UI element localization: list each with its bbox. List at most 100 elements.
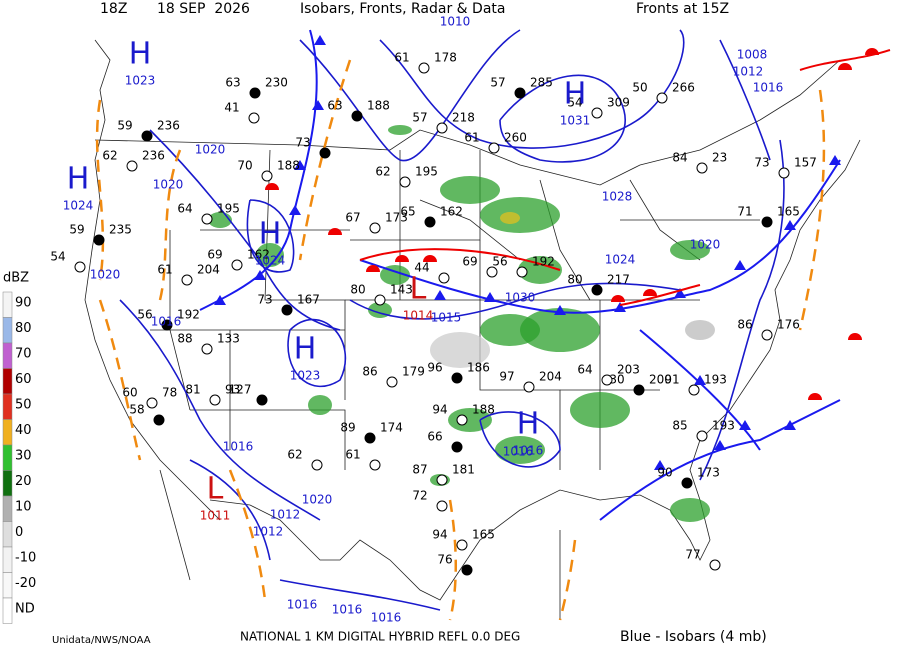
radar-echo — [480, 197, 560, 233]
station-temperature: 54 — [567, 96, 582, 110]
isobar-label: 1028 — [602, 190, 633, 204]
pressure-center-letter: H — [129, 37, 152, 72]
station-marker — [161, 319, 173, 331]
station-pressure: 188 — [277, 159, 300, 173]
isobar-label: 1015 — [431, 311, 462, 325]
station-marker — [761, 216, 773, 228]
station-marker — [486, 266, 498, 278]
station-marker — [374, 294, 386, 306]
station-marker — [656, 92, 668, 104]
warm-front-bump — [366, 265, 380, 272]
station-pressure: 195 — [217, 202, 240, 216]
station-temperature: 94 — [432, 403, 447, 417]
station-marker — [488, 142, 500, 154]
isobar-label: 1012 — [270, 508, 301, 522]
isobar — [479, 411, 561, 468]
station-temperature: 30 — [609, 373, 624, 387]
isobar-label: 1008 — [737, 48, 768, 62]
station-marker — [516, 266, 528, 278]
cold-front-barb — [784, 420, 796, 430]
footer-product: NATIONAL 1 KM DIGITAL HYBRID REFL 0.0 DE… — [240, 630, 520, 644]
scale-swatch — [2, 444, 13, 471]
station-temperature: 73 — [754, 156, 769, 170]
radar-echo — [388, 125, 412, 135]
scale-label: 20 — [15, 474, 32, 489]
station-marker — [201, 343, 213, 355]
station-marker — [633, 384, 645, 396]
station-pressure: 133 — [217, 332, 240, 346]
scale-label: 80 — [15, 321, 32, 336]
station-pressure: 204 — [539, 370, 562, 384]
scale-label: 40 — [15, 423, 32, 438]
cold-front — [199, 29, 841, 521]
station-temperature: 71 — [737, 205, 752, 219]
station-marker — [351, 110, 363, 122]
station-temperature: 63 — [327, 99, 342, 113]
station-marker — [153, 414, 165, 426]
station-pressure: 192 — [532, 255, 555, 269]
station-marker — [311, 459, 323, 471]
station-marker — [436, 500, 448, 512]
station-pressure: 179 — [402, 365, 425, 379]
isobar-label: 1012 — [253, 525, 284, 539]
station-temperature: 67 — [345, 211, 360, 225]
cold-front-barb — [614, 302, 626, 312]
cold-front-barb — [734, 260, 746, 270]
station-marker — [319, 147, 331, 159]
trough — [95, 99, 105, 281]
station-marker — [681, 477, 693, 489]
station-temperature: 89 — [340, 421, 355, 435]
station-pressure: 78 — [162, 386, 177, 400]
pressure-center-value: 1011 — [200, 509, 231, 523]
station-marker — [778, 167, 790, 179]
header-date: 18 SEP 2026 — [157, 1, 250, 17]
station-marker — [461, 564, 473, 576]
station-temperature: 97 — [499, 370, 514, 384]
state-border — [419, 199, 521, 261]
header-title: Isobars, Fronts, Radar & Data — [300, 1, 505, 17]
station-pressure: 192 — [177, 308, 200, 322]
station-temperature: 61 — [464, 131, 479, 145]
isobar-label: 1020 — [302, 493, 333, 507]
scale-label: -10 — [15, 551, 36, 566]
station-marker — [709, 559, 721, 571]
isobar-label: 1020 — [690, 238, 721, 252]
scale-swatch — [2, 546, 13, 573]
radar-echo — [480, 314, 540, 346]
station-pressure: 176 — [777, 318, 800, 332]
station-pressure: 178 — [434, 51, 457, 65]
station-pressure: 193 — [712, 419, 735, 433]
cold-front-barb — [484, 292, 496, 302]
isobar — [287, 318, 347, 387]
warm-front-bump — [265, 183, 279, 190]
scale-swatch — [2, 291, 13, 318]
station-marker — [74, 261, 86, 273]
footer-key: Blue - Isobars (4 mb) — [620, 629, 767, 645]
pressure-center-value: 1023 — [290, 369, 321, 383]
isobar — [349, 282, 681, 320]
isobar-label: 1016 — [371, 611, 402, 625]
station-marker — [126, 160, 138, 172]
isobar — [499, 74, 626, 163]
station-marker — [451, 441, 463, 453]
radar-echo — [308, 395, 332, 415]
station-temperature: 62 — [102, 149, 117, 163]
station-pressure: 186 — [467, 361, 490, 375]
station-pressure: 200 — [649, 373, 672, 387]
warm-front-bump — [328, 228, 342, 235]
isobar-label: 1016 — [753, 81, 784, 95]
station-temperature: 54 — [50, 250, 65, 264]
station-temperature: 81 — [185, 383, 200, 397]
trough — [298, 59, 352, 261]
station-marker — [141, 130, 153, 142]
station-temperature: 60 — [122, 386, 137, 400]
isobar — [699, 139, 785, 481]
station-marker — [369, 459, 381, 471]
scale-swatch — [2, 393, 13, 420]
cold-front-barb — [294, 160, 306, 170]
scale-swatch — [2, 572, 13, 599]
pressure-center-letter: H — [67, 162, 90, 197]
station-marker — [209, 394, 221, 406]
station-temperature: 57 — [490, 76, 505, 90]
